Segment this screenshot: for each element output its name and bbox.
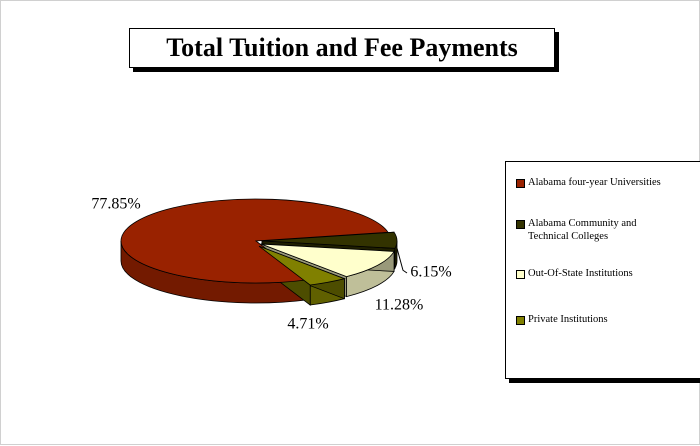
data-label: 4.71%: [287, 316, 328, 333]
legend: Alabama four-year Universities Alabama Co…: [505, 161, 700, 379]
slice: [120, 198, 389, 284]
data-label: 77.85%: [91, 196, 140, 213]
legend-swatch: [516, 316, 525, 325]
legend-item: Alabama four-year Universities: [516, 176, 698, 189]
chart-title: Total Tuition and Fee Payments: [129, 28, 555, 68]
legend-item: Alabama Community and Technical Colleges: [516, 217, 698, 243]
legend-swatch: [516, 179, 525, 188]
legend-label: Alabama Community and Technical Colleges: [528, 218, 637, 242]
data-label: 6.15%: [410, 264, 451, 281]
legend-item: Out-Of-State Institutions: [516, 267, 698, 280]
slice: [258, 245, 346, 286]
legend-label: Out-Of-State Institutions: [528, 268, 633, 279]
legend-label: Private Institutions: [528, 314, 608, 325]
slice: [261, 243, 395, 278]
slice: [261, 231, 398, 249]
data-label: 11.28%: [375, 297, 424, 314]
legend-item: Private Institutions: [516, 313, 698, 326]
legend-swatch: [516, 270, 525, 279]
legend-swatch: [516, 220, 525, 229]
legend-label: Alabama four-year Universities: [528, 177, 661, 188]
leader-line: [396, 248, 408, 274]
